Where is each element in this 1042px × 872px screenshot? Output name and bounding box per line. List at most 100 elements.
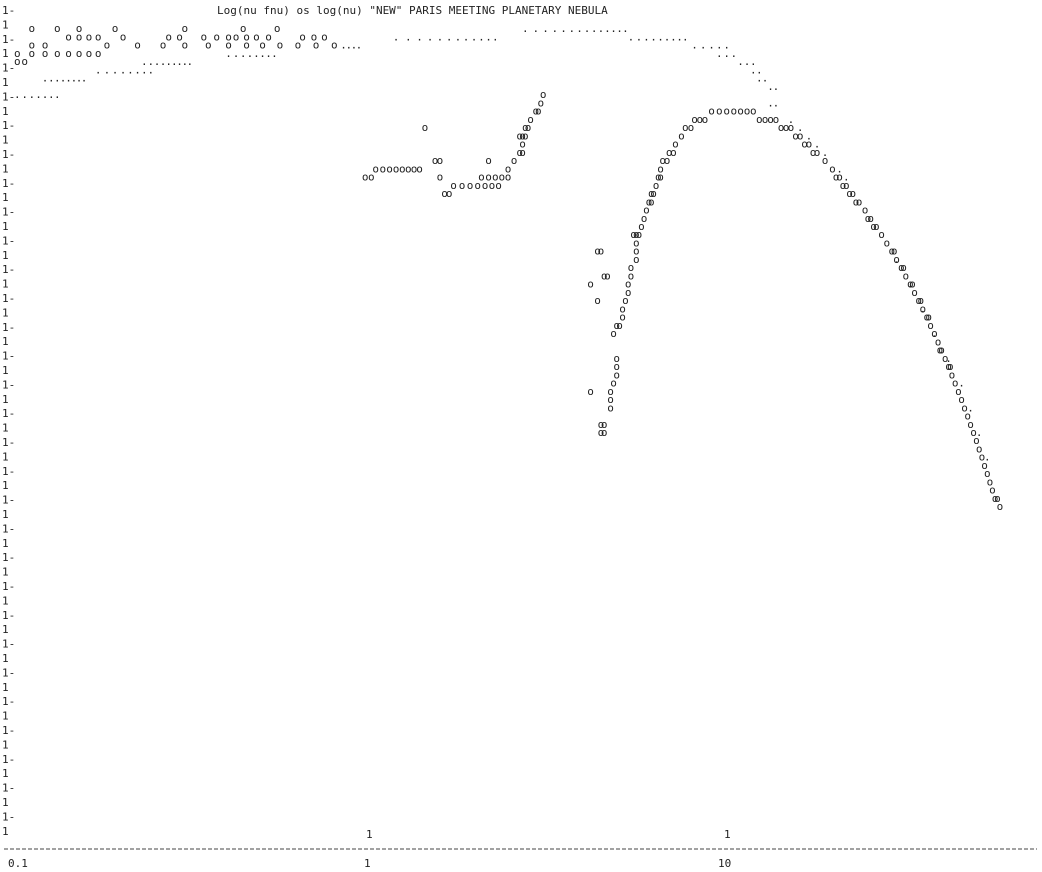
- axis-tick-mark: 1-: [2, 638, 15, 651]
- data-point-o: o: [482, 179, 489, 192]
- data-point-o: o: [54, 22, 61, 35]
- data-point-o: o: [945, 360, 952, 373]
- data-point-dot: .: [65, 72, 72, 85]
- data-point-dot: .: [716, 47, 723, 60]
- data-point-dot: .: [95, 63, 102, 76]
- data-point-o: o: [450, 179, 457, 192]
- data-point-dot: .: [48, 72, 55, 85]
- data-point-o: o: [511, 154, 518, 167]
- data-point-o: o: [601, 426, 608, 439]
- data-point-dot: .: [405, 31, 412, 44]
- axis-tick-mark: 1: [2, 796, 9, 809]
- data-point-o: o: [641, 212, 648, 225]
- axis-tick-mark: 1: [2, 393, 9, 406]
- data-point-dot: .: [676, 31, 683, 44]
- data-point-dot: .: [271, 47, 278, 60]
- data-point-o: o: [856, 195, 863, 208]
- data-point-dot: .: [984, 451, 991, 464]
- axis-tick-mark: 1-: [2, 119, 15, 132]
- data-point-o: o: [519, 146, 526, 159]
- data-point-o: o: [952, 377, 959, 390]
- data-point-o: o: [201, 31, 208, 44]
- data-point-dot: .: [967, 401, 974, 414]
- data-point-o: o: [737, 105, 744, 118]
- data-point-dot: .: [437, 31, 444, 44]
- data-point-o: o: [104, 39, 111, 52]
- data-point-o: o: [670, 146, 677, 159]
- axis-tick-mark: 1: [2, 105, 9, 118]
- data-point-o: o: [659, 154, 666, 167]
- data-point-o: o: [259, 39, 266, 52]
- data-point-o: o: [891, 245, 898, 258]
- data-point-o: o: [405, 162, 412, 175]
- data-point-o: o: [594, 245, 601, 258]
- data-point-dot: .: [700, 39, 707, 52]
- data-point-o: o: [633, 253, 640, 266]
- data-point-dot: .: [48, 88, 55, 101]
- axis-tick-mark: 1: [2, 825, 9, 838]
- data-point-dot: .: [81, 72, 88, 85]
- data-point-o: o: [265, 31, 272, 44]
- data-point-o: o: [992, 492, 999, 505]
- data-point-o: o: [243, 31, 250, 44]
- data-point-dot: .: [148, 63, 155, 76]
- data-point-o: o: [850, 187, 857, 200]
- data-point-o: o: [362, 171, 369, 184]
- data-point-dot: .: [750, 63, 757, 76]
- data-point-dot: .: [463, 31, 470, 44]
- data-point-dot: .: [54, 88, 61, 101]
- data-point-o: o: [862, 204, 869, 217]
- data-point-dot: .: [560, 22, 567, 35]
- data-point-o: o: [937, 344, 944, 357]
- data-point-dot: .: [71, 72, 78, 85]
- data-point-o: o: [840, 179, 847, 192]
- data-point-o: o: [613, 352, 620, 365]
- axis-tick-mark: 1-: [2, 753, 15, 766]
- data-point-o: o: [467, 179, 474, 192]
- data-point-o: o: [65, 47, 72, 60]
- data-point-dot: .: [141, 55, 148, 68]
- data-point-o: o: [54, 47, 61, 60]
- data-point-o: o: [678, 129, 685, 142]
- data-point-o: o: [915, 294, 922, 307]
- data-point-dot: .: [806, 129, 813, 142]
- data-point-dot: .: [340, 39, 347, 52]
- data-point-dot: .: [351, 39, 358, 52]
- data-point-dot: .: [182, 55, 189, 68]
- data-point-o: o: [702, 113, 709, 126]
- data-point-o: o: [607, 385, 614, 398]
- data-point-dot: .: [533, 22, 540, 35]
- data-point-dot: .: [35, 88, 42, 101]
- data-point-dot: .: [716, 39, 723, 52]
- data-point-dot: .: [455, 31, 462, 44]
- data-point-o: o: [120, 31, 127, 44]
- data-point-o: o: [783, 121, 790, 134]
- data-point-dot: .: [446, 31, 453, 44]
- data-point-o: o: [505, 171, 512, 184]
- data-point-o: o: [942, 352, 949, 365]
- data-point-o: o: [762, 113, 769, 126]
- data-point-dot: .: [788, 113, 795, 126]
- data-point-o: o: [697, 113, 704, 126]
- axis-tick-mark: 1-: [2, 782, 15, 795]
- data-point-o: o: [870, 220, 877, 233]
- data-point-o: o: [750, 105, 757, 118]
- data-point-dot: .: [843, 171, 850, 184]
- data-point-o: o: [386, 162, 393, 175]
- data-point-dot: .: [958, 377, 965, 390]
- data-point-dot: .: [176, 55, 183, 68]
- data-point-dot: .: [723, 39, 730, 52]
- data-point-dot: .: [42, 88, 49, 101]
- axis-tick-mark: 1: [2, 162, 9, 175]
- data-point-o: o: [884, 237, 891, 250]
- data-point-o: o: [833, 171, 840, 184]
- data-point-dot: .: [708, 39, 715, 52]
- axis-tick-mark: 1: [2, 47, 9, 60]
- axis-tick-mark: 1: [2, 508, 9, 521]
- data-point-dot: .: [664, 31, 671, 44]
- data-point-o: o: [610, 377, 617, 390]
- data-point-o: o: [14, 55, 21, 68]
- axis-tick-mark: 1: [2, 306, 9, 319]
- data-point-dot: .: [767, 96, 774, 109]
- left-axis-ticks: 1-11-11-11-11-11-11-11-11-11-11-11-11-11…: [2, 4, 15, 838]
